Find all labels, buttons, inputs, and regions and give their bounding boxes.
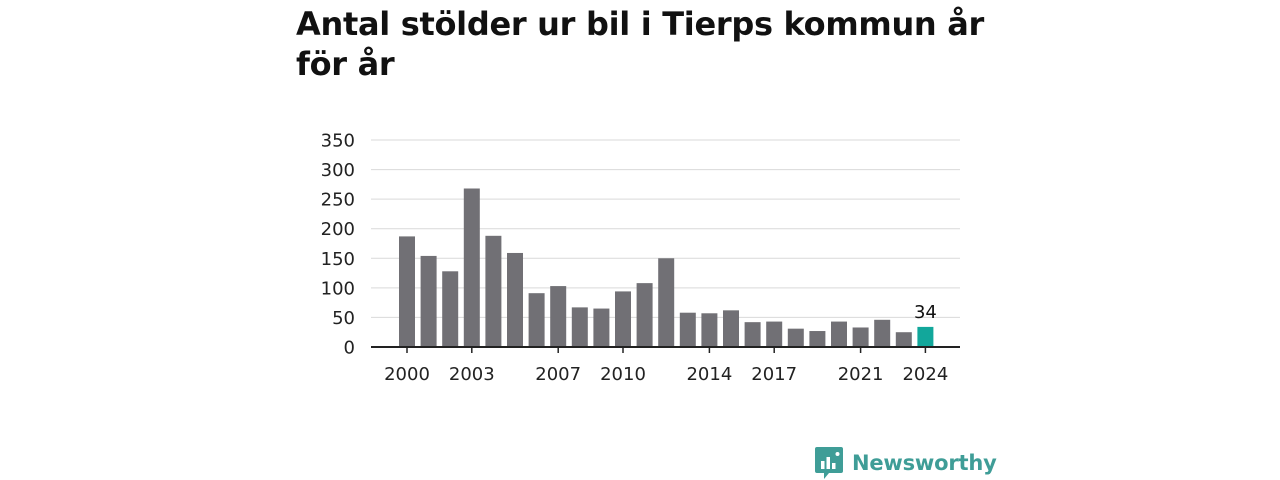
bar-2010	[615, 291, 631, 347]
bar-2024	[917, 326, 934, 347]
x-tick-label: 2000	[384, 364, 430, 385]
bar-2021	[852, 327, 869, 347]
bar-2000	[399, 236, 415, 347]
bar-2016	[744, 322, 761, 347]
bar-2006	[528, 293, 545, 347]
bar-2007	[550, 286, 567, 347]
bar-2008	[571, 307, 588, 347]
x-tick-label: 2010	[600, 364, 646, 385]
bar-2004	[485, 235, 502, 347]
bar-2011	[636, 283, 653, 347]
bar-2014	[701, 313, 718, 347]
bar-2023	[895, 332, 912, 347]
y-tick-label: 150	[321, 249, 355, 270]
y-tick-label: 100	[321, 278, 355, 299]
x-tick-label: 2021	[838, 364, 884, 385]
y-tick-label: 0	[344, 338, 355, 359]
chart-title: Antal stölder ur bil i Tierps kommun år …	[296, 5, 985, 83]
bar-2022	[874, 319, 891, 347]
x-tick-label: 2024	[902, 364, 948, 385]
brand-name: Newsworthy	[852, 451, 997, 475]
brand-logo: Newsworthy	[814, 445, 997, 480]
y-tick-label: 250	[321, 190, 355, 211]
y-axis-tick-labels: 0 50 100 150 200 250 300 350	[321, 131, 355, 359]
bar-2002	[442, 271, 459, 347]
data-labels: 34	[914, 302, 937, 323]
bar-2009	[593, 308, 610, 347]
bar-2003	[463, 188, 480, 347]
bar-2001	[420, 255, 437, 347]
data-label-2024: 34	[914, 302, 937, 323]
x-tick-label: 2007	[535, 364, 581, 385]
y-tick-label: 300	[321, 160, 355, 181]
bar-2018	[787, 328, 804, 347]
x-tick-label: 2014	[686, 364, 732, 385]
bar-chart-speech-bubble-icon	[815, 447, 843, 479]
bar-2019	[809, 331, 826, 347]
x-tick-label: 2003	[449, 364, 495, 385]
bar-2020	[831, 321, 847, 347]
y-tick-label: 50	[332, 308, 355, 329]
x-axis-tick-labels: 2000 2003 2007 2010 2014 2017 2021 2024	[384, 347, 948, 385]
y-tick-label: 350	[321, 131, 355, 152]
bar-2015	[723, 310, 739, 347]
bar-2012	[658, 258, 675, 347]
bars	[399, 188, 934, 347]
x-tick-label: 2017	[751, 364, 797, 385]
bar-2017	[766, 321, 783, 347]
bar-2013	[679, 312, 696, 347]
bar-2005	[507, 252, 523, 347]
y-tick-label: 200	[321, 219, 355, 240]
